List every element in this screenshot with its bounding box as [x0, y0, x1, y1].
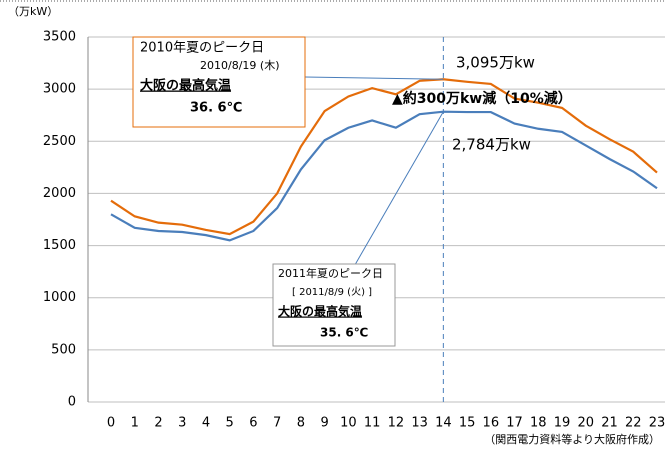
x-tick-label: 16	[483, 416, 500, 431]
y-tick-label: 1000	[43, 290, 76, 305]
annotation-box	[272, 263, 396, 347]
x-tick-label: 22	[625, 416, 642, 431]
x-tick-label: 14	[435, 416, 452, 431]
x-tick-label: 18	[530, 416, 547, 431]
x-tick-label: 10	[340, 416, 357, 431]
leader	[351, 111, 444, 271]
leader	[304, 76, 444, 80]
x-tick-label: 5	[226, 416, 234, 431]
annotation-text: 36. 6℃	[190, 101, 242, 116]
x-tick-label: 17	[506, 416, 523, 431]
x-tick-label: 9	[321, 416, 329, 431]
annotation-box	[132, 36, 306, 128]
x-tick-label: 8	[297, 416, 305, 431]
y-tick-label: 3000	[43, 82, 76, 97]
y-tick-label: 0	[68, 395, 76, 410]
y-tick-label: 2000	[43, 186, 76, 201]
annotation-text: ▲約300万kw減（10%減）	[392, 90, 572, 107]
y-tick-label: 2500	[43, 134, 76, 149]
annotation-text: 2010年夏のピーク日	[140, 41, 264, 56]
x-tick-label: 1	[131, 416, 139, 431]
annotation-text: 大阪の最高気温	[278, 304, 362, 319]
x-tick-label: 2	[154, 416, 162, 431]
x-tick-label: 12	[388, 416, 405, 431]
x-tick-label: 11	[364, 416, 381, 431]
annotation-text: 3,095万kw	[456, 54, 535, 72]
annotation-text: 2011年夏のピーク日	[278, 266, 383, 280]
x-tick-label: 4	[202, 416, 210, 431]
x-tick-label: 19	[554, 416, 571, 431]
x-tick-label: 0	[107, 416, 115, 431]
x-tick-label: 3	[178, 416, 186, 431]
annotation-text: 2010/8/19 (木)	[200, 59, 279, 72]
x-tick-label: 6	[249, 416, 257, 431]
y-unit-label: （万kW）	[8, 5, 58, 18]
series-line	[110, 78, 658, 236]
x-tick-label: 21	[601, 416, 618, 431]
y-tick-label: 3500	[43, 30, 76, 45]
x-tick-label: 23	[649, 416, 666, 431]
series-line	[110, 110, 658, 242]
annotation-text: 2,784万kw	[452, 136, 531, 154]
y-tick-label: 1500	[43, 238, 76, 253]
y-tick-label: 500	[51, 342, 76, 357]
x-tick-label: 15	[459, 416, 476, 431]
source-note: （関西電力資料等より大阪府作成）	[484, 432, 660, 446]
x-tick-label: 7	[273, 416, 281, 431]
annotation-text: [ 2011/8/9 (火) ]	[292, 286, 372, 298]
annotation-text: 35. 6℃	[320, 326, 368, 340]
x-tick-label: 20	[578, 416, 595, 431]
annotation-text: 大阪の最高気温	[140, 78, 231, 94]
x-tick-label: 13	[411, 416, 428, 431]
